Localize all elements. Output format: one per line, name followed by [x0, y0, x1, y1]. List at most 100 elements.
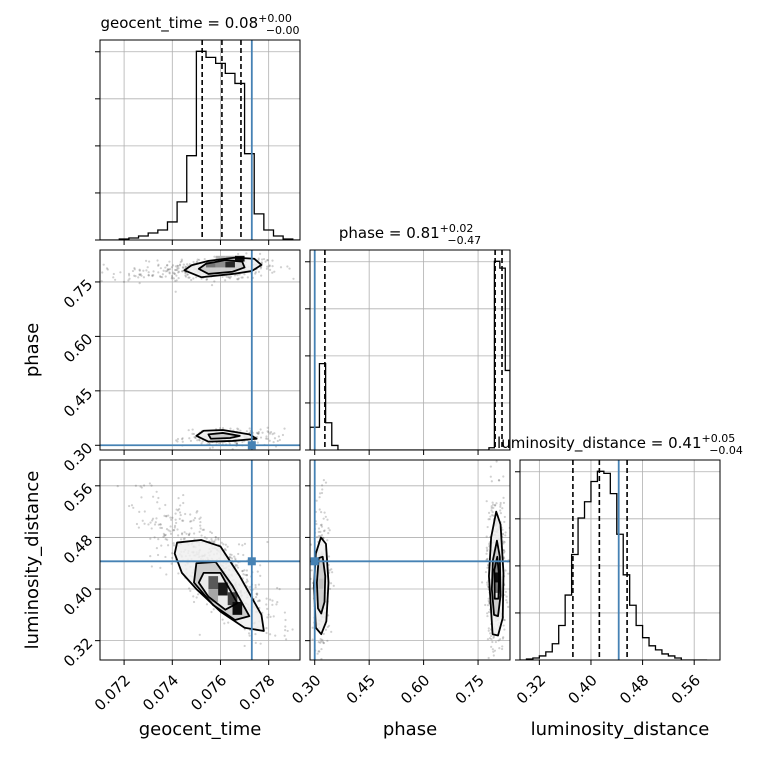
sample-point: [164, 270, 167, 273]
sample-point: [502, 475, 505, 478]
sample-point: [160, 276, 164, 279]
sample-point: [268, 439, 271, 442]
density-cell: [206, 261, 216, 268]
sample-point: [175, 274, 178, 277]
sample-point: [167, 268, 171, 271]
sample-point: [138, 268, 141, 271]
sample-point: [228, 277, 232, 280]
sample-point: [266, 426, 269, 429]
sample-point: [174, 290, 177, 293]
sample-point: [259, 436, 263, 439]
sample-point: [178, 507, 181, 511]
panel-frame: [99, 249, 301, 451]
sample-point: [166, 263, 169, 267]
sample-point: [187, 533, 190, 537]
sample-point: [317, 530, 320, 534]
sample-point: [168, 272, 171, 275]
sample-point: [487, 629, 490, 632]
sample-point: [162, 532, 165, 535]
title-upper-error: +0.05: [702, 432, 736, 445]
sample-point: [180, 260, 183, 263]
sample-point: [157, 264, 160, 267]
sample-point: [177, 270, 181, 273]
sample-point: [266, 540, 269, 544]
sample-point: [257, 270, 261, 273]
sample-point: [504, 569, 507, 572]
sample-point: [502, 496, 505, 499]
sample-point: [170, 552, 174, 555]
sample-point: [310, 569, 313, 572]
sample-point: [491, 667, 493, 669]
title-lower-error: −0.47: [447, 234, 481, 247]
sample-point: [159, 566, 162, 569]
sample-point: [284, 625, 287, 628]
sample-point: [233, 555, 236, 558]
sample-point: [227, 621, 230, 624]
sample-point: [156, 501, 159, 504]
sample-point: [269, 431, 273, 434]
sample-point: [495, 502, 498, 505]
panel-title-geocent_time: geocent_time = 0.08+0.00 −0.00: [100, 12, 299, 37]
sample-point: [501, 528, 504, 531]
sample-point: [213, 541, 216, 544]
sample-point: [187, 429, 190, 432]
sample-point: [491, 511, 494, 514]
sample-point: [145, 269, 148, 272]
sample-point: [177, 271, 180, 274]
sample-point: [183, 537, 186, 540]
sample-point: [328, 569, 331, 572]
sample-point: [317, 534, 320, 538]
density-cell: [227, 592, 238, 606]
sample-point: [222, 543, 225, 546]
sample-point: [157, 496, 160, 500]
sample-point: [160, 544, 163, 547]
sample-point: [133, 267, 136, 270]
sample-point: [147, 274, 150, 277]
sample-point: [272, 615, 275, 618]
sample-point: [224, 549, 227, 552]
sample-point: [497, 479, 501, 482]
sample-point: [501, 637, 505, 640]
sample-point: [241, 440, 244, 444]
sample-point: [234, 563, 237, 566]
sample-point: [236, 278, 239, 281]
sample-point: [320, 534, 324, 537]
sample-point: [271, 271, 274, 274]
title-value: phase = 0.81: [339, 224, 440, 242]
sample-point: [487, 511, 491, 514]
histogram-geocent_time: [100, 50, 300, 240]
sample-point: [484, 603, 487, 607]
sample-point: [181, 519, 184, 522]
sample-point: [151, 517, 155, 520]
sample-point: [492, 650, 495, 653]
sample-point: [278, 588, 281, 591]
sample-point: [486, 614, 489, 618]
sample-point: [502, 557, 506, 560]
sample-point: [210, 284, 214, 287]
sample-point: [169, 268, 172, 271]
sample-point: [214, 538, 217, 541]
sample-point: [256, 436, 259, 439]
sample-point: [317, 641, 320, 644]
sample-point: [186, 273, 189, 276]
sample-point: [184, 265, 187, 268]
sample-point: [176, 268, 179, 272]
sample-point: [318, 496, 321, 499]
sample-point: [152, 495, 155, 498]
sample-point: [209, 530, 212, 533]
sample-point: [234, 565, 237, 568]
sample-point: [141, 519, 144, 522]
sample-point: [160, 526, 164, 530]
sample-point: [182, 501, 185, 505]
sample-point: [213, 540, 216, 543]
density-cell: [225, 261, 235, 268]
contour-line: [173, 539, 265, 632]
sample-point: [170, 277, 173, 280]
sample-point: [315, 536, 319, 539]
sample-point: [259, 428, 262, 431]
sample-point: [494, 640, 497, 644]
sample-point: [220, 541, 223, 544]
y-tick-label-phase: 0.45: [60, 384, 96, 420]
sample-point: [161, 273, 164, 276]
x-tick-label-luminosity_distance: 0.56: [668, 671, 704, 707]
